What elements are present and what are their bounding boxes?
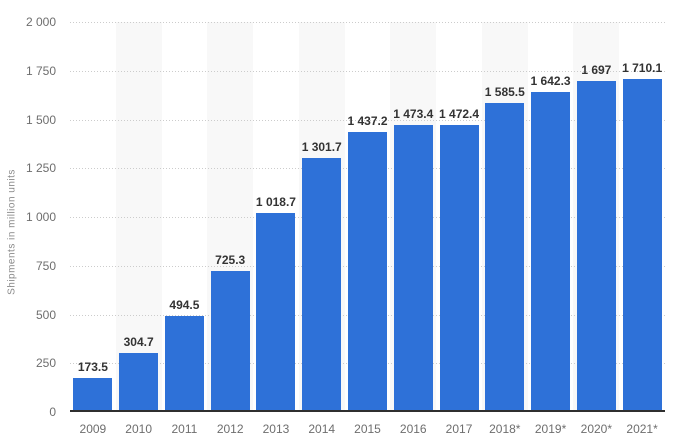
y-tick-label-1750: 1 750 — [25, 63, 56, 78]
gridline-1750 — [70, 70, 665, 72]
bar-2021* — [622, 78, 662, 412]
bar-2011 — [164, 315, 204, 412]
bar-2009 — [73, 378, 113, 412]
x-axis-baseline — [70, 410, 665, 412]
x-tick-label-2014: 2014 — [308, 422, 336, 436]
bar-value-label-2010: 304.7 — [123, 334, 154, 349]
y-tick-label-250: 250 — [35, 356, 56, 371]
x-tick-label-2017: 2017 — [445, 422, 473, 436]
bar-value-label-2013: 1 018.7 — [255, 195, 296, 210]
bar-value-label-2009: 173.5 — [77, 360, 108, 375]
x-tick-label-2009: 2009 — [79, 422, 107, 436]
x-tick-label-2013: 2013 — [262, 422, 290, 436]
bar-value-label-2018*: 1 585.5 — [484, 84, 525, 99]
bar-2015 — [348, 131, 387, 412]
bar-value-label-2014: 1 301.7 — [301, 140, 342, 155]
bar-2017 — [439, 124, 479, 412]
x-tick-label-2012: 2012 — [216, 422, 244, 436]
bar-2010 — [119, 352, 159, 412]
bar-value-label-2021*: 1 710.1 — [622, 60, 663, 75]
gridline-1500 — [70, 119, 665, 121]
y-tick-label-1250: 1 250 — [25, 161, 56, 176]
x-tick-label-2011: 2011 — [171, 422, 198, 436]
bar-2012 — [210, 270, 250, 412]
bar-2018* — [485, 102, 525, 412]
x-tick-label-2021*: 2021* — [626, 422, 658, 436]
y-tick-label-1500: 1 500 — [25, 112, 56, 127]
y-tick-label-0: 0 — [49, 405, 56, 419]
bar-value-label-2020*: 1 697 — [581, 63, 612, 78]
y-axis-title: Shipments in million units — [6, 169, 18, 295]
x-tick-label-2018*: 2018* — [489, 422, 521, 436]
bar-value-label-2019*: 1 642.3 — [530, 73, 571, 88]
bar-2020* — [576, 81, 616, 412]
x-tick-label-2010: 2010 — [125, 422, 152, 436]
y-tick-label-2000: 2 000 — [25, 15, 56, 29]
bar-value-label-2012: 725.3 — [215, 252, 246, 267]
bar-2016 — [393, 124, 433, 412]
bar-value-label-2011: 494.5 — [169, 297, 200, 312]
x-tick-label-2015: 2015 — [354, 422, 381, 436]
y-tick-label-750: 750 — [35, 258, 56, 273]
bar-value-label-2016: 1 473.4 — [393, 106, 434, 121]
gridline-2000 — [70, 22, 665, 23]
x-tick-label-2019*: 2019* — [534, 422, 567, 436]
bar-value-label-2015: 1 437.2 — [347, 113, 388, 128]
x-tick-label-2016: 2016 — [399, 422, 427, 436]
y-tick-label-1000: 1 000 — [25, 210, 56, 224]
bar-value-label-2017: 1 472.4 — [439, 106, 480, 121]
plot-area: 173.5 304.7 494.5 725.3 1 018.7 1 301.7 1 437.… — [70, 22, 665, 412]
bar-2019* — [531, 91, 571, 412]
y-tick-label-500: 500 — [35, 307, 56, 322]
x-tick-label-2020*: 2020* — [580, 422, 613, 436]
bar-2013 — [256, 213, 296, 412]
bar-2014 — [302, 158, 342, 412]
